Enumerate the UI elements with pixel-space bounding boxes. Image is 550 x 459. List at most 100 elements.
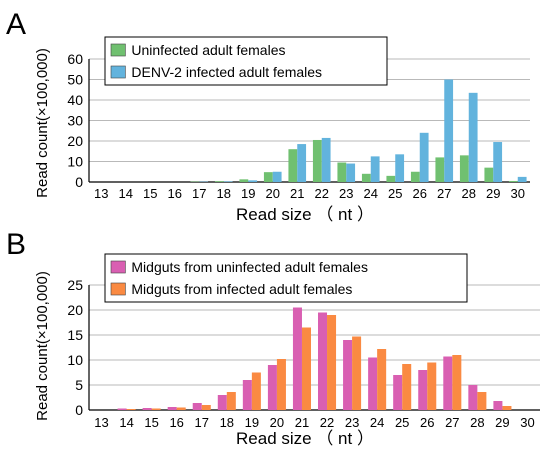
- panel-a-legend-label: Uninfected adult females: [131, 42, 285, 58]
- panel-a-x-tick-label: 21: [290, 186, 304, 201]
- panel-b-y-tick-label: 25: [67, 277, 83, 293]
- panel-a-x-tick-label: 19: [241, 186, 255, 201]
- panel-b-x-tick-label: 27: [445, 415, 459, 430]
- panel-b-bar-series2: [452, 355, 462, 410]
- panel-a-bar-series1: [484, 167, 494, 182]
- panel-a-x-tick-label: 14: [119, 186, 133, 201]
- panel-b-y-axis-title: Read count(×100,000): [34, 271, 51, 421]
- panel-b-x-tick-label: 15: [144, 415, 158, 430]
- panel-b-bar-series1: [192, 403, 202, 410]
- panel-a-x-tick-label: 26: [413, 186, 427, 201]
- panel-b-y-tick-label: 20: [67, 302, 83, 318]
- panel-b-bar-series1: [493, 401, 503, 410]
- panel-a-y-tick-label: 40: [67, 92, 83, 108]
- panel-a-bar-series1: [508, 180, 518, 182]
- panel-b-x-tick-label: 24: [370, 415, 384, 430]
- panel-a-x-tick-label: 24: [364, 186, 378, 201]
- panel-b-x-tick-label: 14: [119, 415, 133, 430]
- panel-b-bar-series2: [151, 408, 161, 410]
- panel-b-legend-swatch: [110, 260, 126, 274]
- panel-b-x-tick-label: 23: [345, 415, 359, 430]
- panel-b-bar-series2: [352, 336, 362, 410]
- panel-a-bar-series2: [395, 154, 405, 182]
- panel-b-x-tick-label: 18: [220, 415, 234, 430]
- panel-b-label: B: [6, 228, 26, 261]
- panel-b-bar-series1: [242, 380, 252, 410]
- panel-a-bar-series2: [272, 171, 282, 182]
- panel-a-bar-series1: [361, 173, 371, 182]
- panel-b-legend-box: [104, 253, 468, 303]
- panel-b-x-tick-label: 17: [195, 415, 209, 430]
- panel-b-y-tick-label: 15: [67, 327, 83, 343]
- panel-b-legend-swatch: [110, 282, 126, 296]
- panel-b-x-tick-label: 19: [245, 415, 259, 430]
- panel-a-x-tick-label: 13: [94, 186, 108, 201]
- panel-b-x-tick-label: 13: [94, 415, 108, 430]
- panel-b-bar-series1: [267, 365, 277, 410]
- panel-a-bar-series2: [444, 79, 454, 182]
- panel-a-bar-series2: [419, 132, 429, 182]
- panel-a-bar-series1: [263, 172, 273, 182]
- panel-b-x-tick-label: 20: [270, 415, 284, 430]
- panel-a-y-axis-title: Read count(×100,000): [34, 48, 51, 198]
- panel-b-legend-label: Midguts from infected adult females: [131, 281, 352, 297]
- panel-b-x-tick-label: 21: [295, 415, 309, 430]
- panel-a-x-tick-label: 18: [217, 186, 231, 201]
- panel-b-bar-series2: [276, 359, 286, 410]
- panel-b-bar-series2: [477, 392, 487, 410]
- panel-b-x-tick-label: 16: [169, 415, 183, 430]
- panel-a-bar-series2: [493, 142, 503, 182]
- panel-b-bar-series2: [327, 315, 337, 410]
- panel-a-bar-series2: [517, 176, 527, 183]
- panel-a-bar-series2: [223, 181, 233, 182]
- panel-a-bar-series1: [459, 155, 469, 182]
- panel-a-legend-label: DENV-2 infected adult females: [131, 64, 322, 80]
- panel-a-bar-series2: [321, 137, 331, 182]
- panel-b-bar-series1: [292, 307, 302, 410]
- panel-b-bar-series1: [318, 312, 328, 410]
- panel-b-x-tick-label: 30: [520, 415, 534, 430]
- panel-a-x-tick-label: 16: [168, 186, 182, 201]
- panel-b-y-tick-label: 10: [67, 352, 83, 368]
- panel-b-bar-series2: [226, 392, 236, 410]
- panel-a-legend-swatch: [110, 65, 126, 79]
- panel-a: A Read count(×100,000) Read size （ nt ） …: [6, 8, 530, 224]
- panel-a-bar-series1: [239, 179, 249, 182]
- panel-a-y-tick-label: 0: [75, 174, 83, 190]
- panel-a-y-tick-label: 20: [67, 133, 83, 149]
- panel-b-bar-series1: [393, 375, 403, 410]
- panel-a-legend-box: [104, 36, 388, 86]
- panel-b-bar-series1: [368, 357, 378, 410]
- panel-a-x-tick-label: 20: [266, 186, 280, 201]
- panel-b-bar-series1: [142, 408, 152, 410]
- panel-b-x-axis-title: Read size （ nt ）: [236, 429, 374, 448]
- panel-a-x-tick-label: 27: [437, 186, 451, 201]
- panel-b-bar-series2: [502, 406, 512, 410]
- panel-b-bar-series2: [377, 349, 387, 410]
- panel-b-y-tick-label: 0: [75, 402, 83, 418]
- panel-b-x-tick-label: 22: [320, 415, 334, 430]
- panel-b-legend: Midguts from uninfected adult females Mid…: [104, 253, 468, 303]
- panel-b-bar-series2: [301, 327, 311, 410]
- panel-a-x-tick-label: 25: [388, 186, 402, 201]
- panel-a-bar-series2: [248, 180, 258, 182]
- panel-a-x-tick-label: 15: [143, 186, 157, 201]
- panel-a-x-tick-label: 29: [486, 186, 500, 201]
- panel-a-y-tick-label: 30: [67, 113, 83, 129]
- panel-a-bar-series1: [435, 157, 445, 182]
- panel-b-x-tick-label: 28: [470, 415, 484, 430]
- panel-a-bar-series1: [214, 181, 224, 182]
- panel-a-label: A: [6, 8, 26, 41]
- panel-a-bar-series1: [337, 162, 347, 182]
- panel-a-x-tick-label: 23: [339, 186, 353, 201]
- panel-a-legend-swatch: [110, 43, 126, 57]
- panel-b-legend-label: Midguts from uninfected adult females: [131, 259, 368, 275]
- panel-a-x-tick-label: 30: [511, 186, 525, 201]
- panel-a-bar-series1: [288, 149, 298, 182]
- panel-b-y-tick-label: 5: [75, 377, 83, 393]
- panel-a-bar-series2: [370, 156, 380, 183]
- panel-b-bar-series2: [126, 409, 136, 410]
- panel-b-bar-series2: [402, 364, 412, 410]
- panel-a-y-tick-label: 60: [67, 51, 83, 67]
